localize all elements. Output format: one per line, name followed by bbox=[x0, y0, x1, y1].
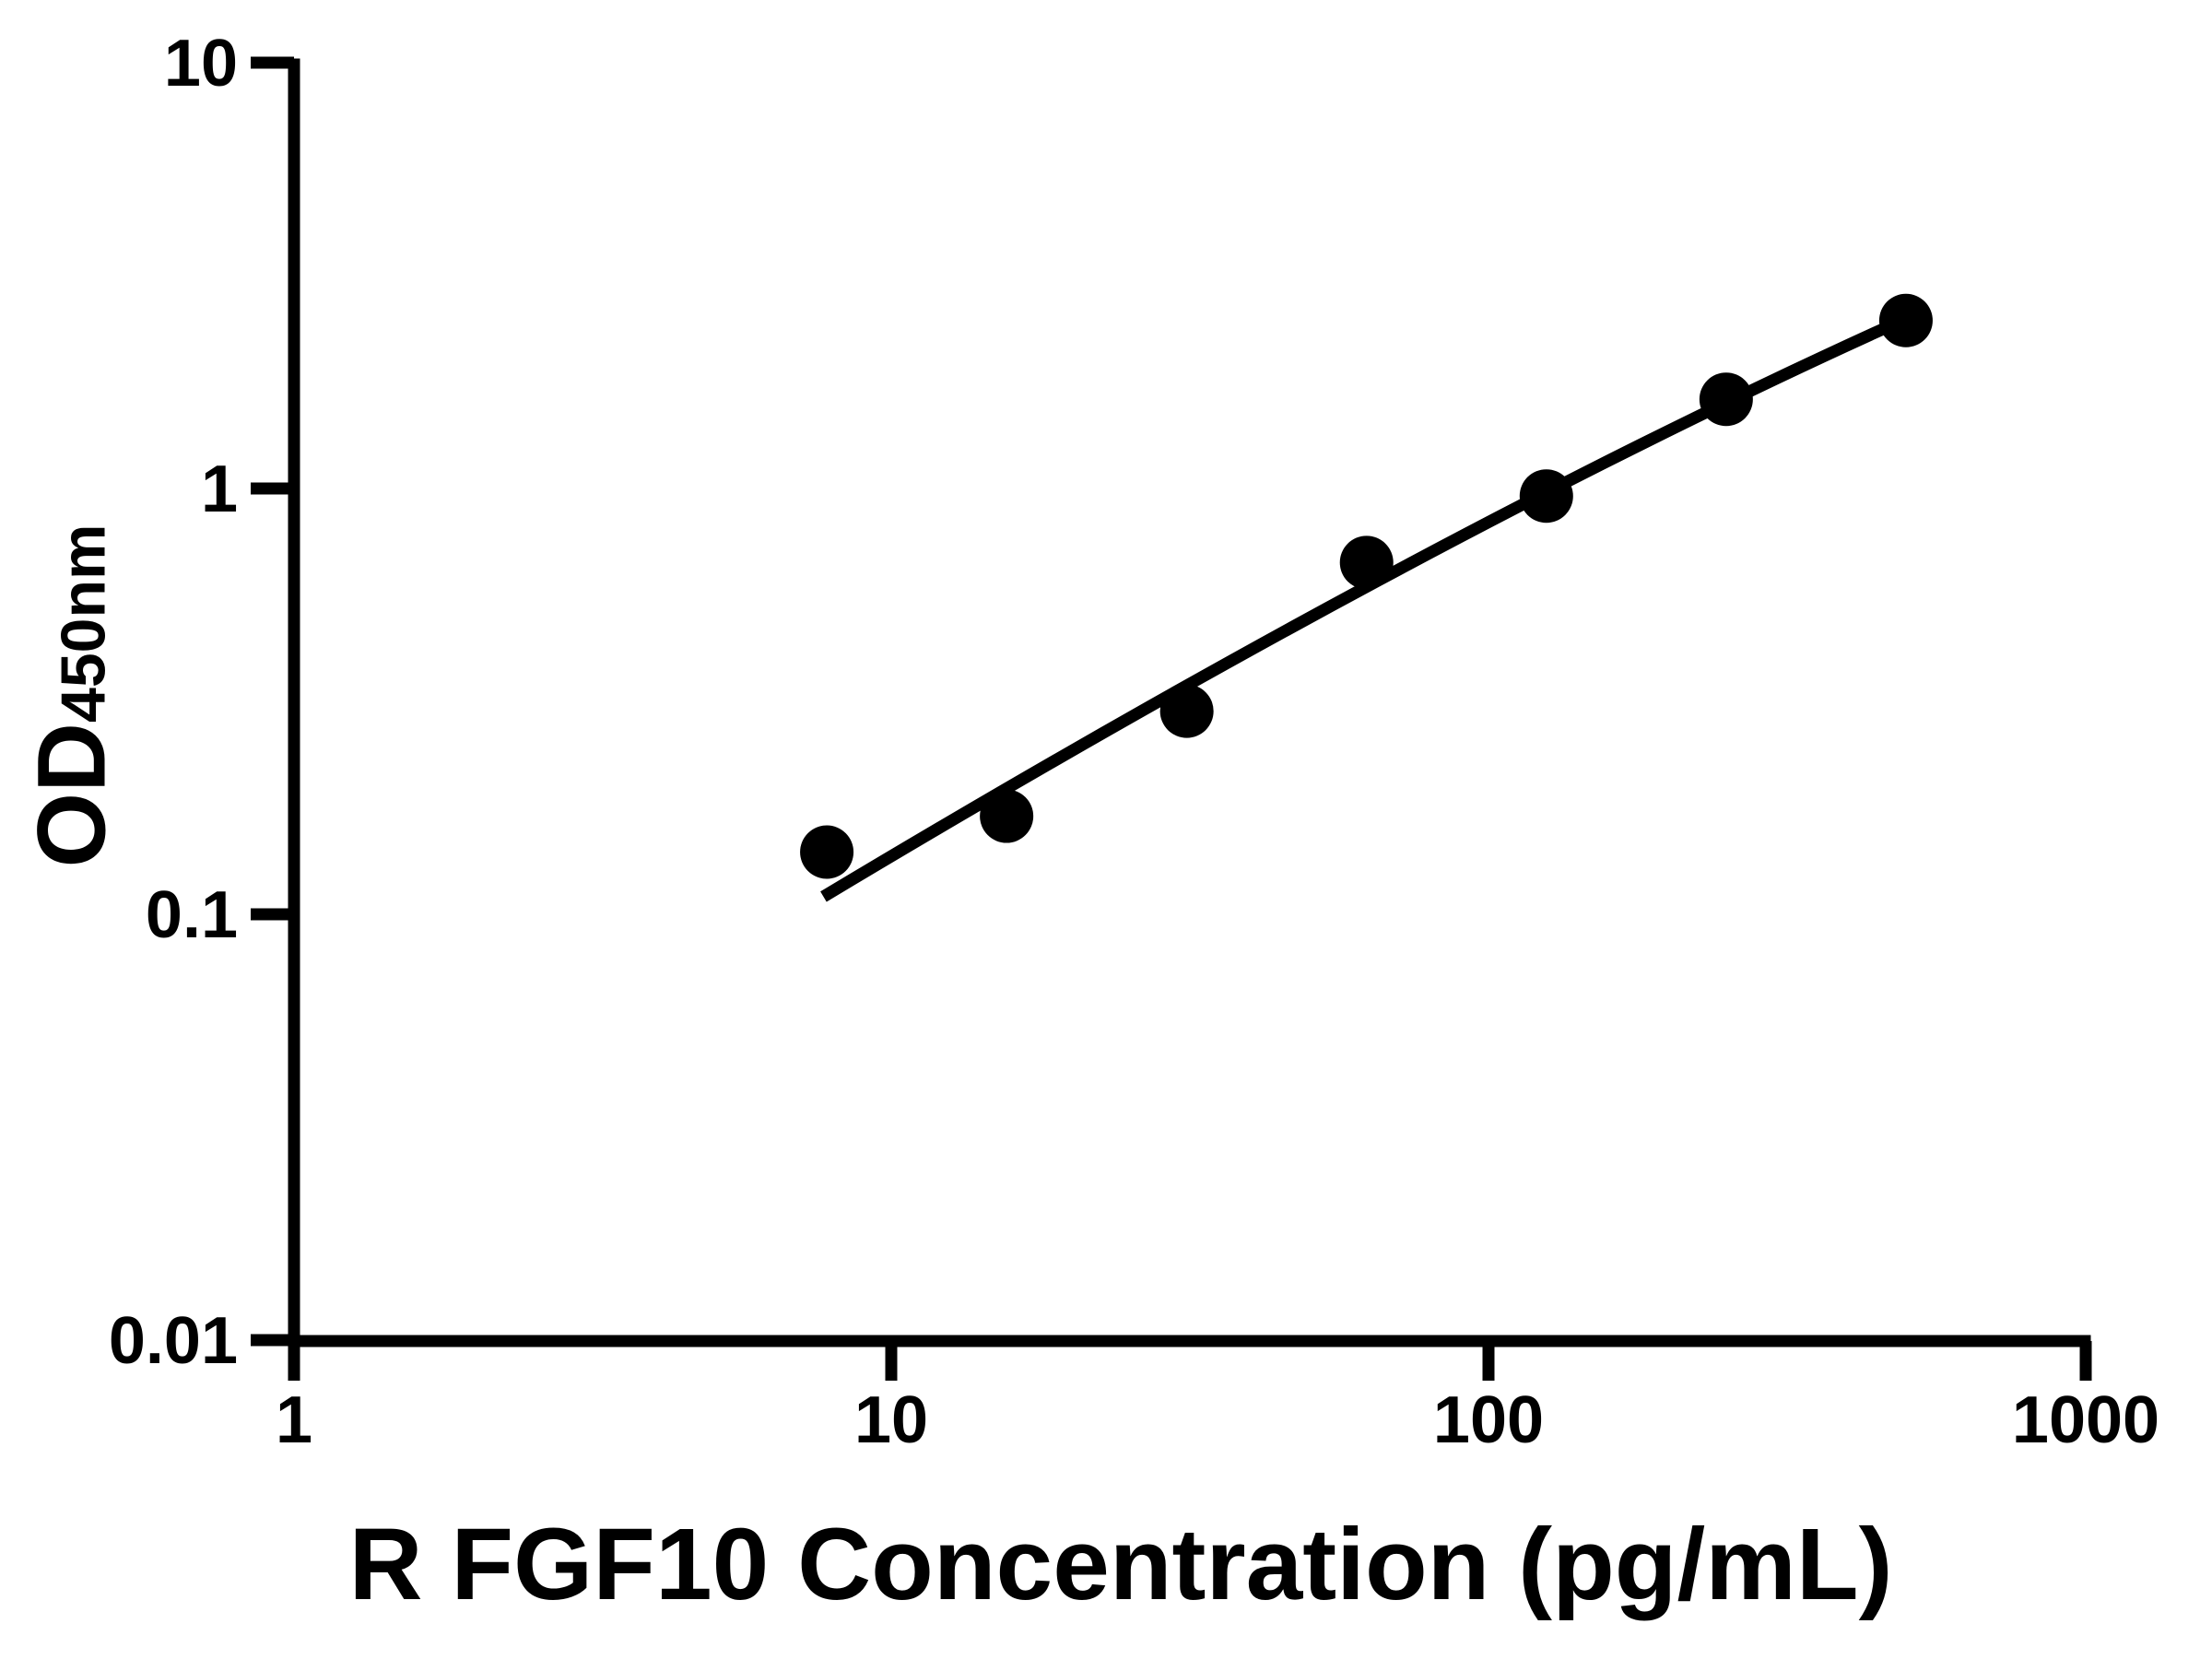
data-point bbox=[1699, 372, 1753, 427]
y-axis-title-main: OD bbox=[18, 722, 126, 868]
data-points bbox=[800, 293, 1933, 879]
x-tick-label: 1000 bbox=[2012, 1383, 2159, 1457]
data-point bbox=[800, 825, 854, 879]
x-tick-label: 10 bbox=[854, 1383, 928, 1457]
x-axis-title: R FGF10 Concentration (pg/mL) bbox=[349, 1508, 1893, 1621]
y-tick-label: 0.1 bbox=[146, 878, 238, 952]
y-ticks bbox=[251, 56, 294, 1347]
y-axis-title-sub: 450nm bbox=[48, 524, 119, 723]
y-tick-label: 0.01 bbox=[109, 1304, 238, 1378]
y-tick-labels: 10 1 0.1 0.01 bbox=[109, 27, 238, 1378]
y-tick-label: 10 bbox=[164, 27, 238, 100]
data-point bbox=[1519, 469, 1573, 524]
x-tick-label: 100 bbox=[1433, 1383, 1544, 1457]
y-axis-title: OD450nm bbox=[18, 524, 126, 868]
x-tick-labels: 1 10 100 1000 bbox=[276, 1383, 2159, 1457]
data-point bbox=[1159, 684, 1214, 738]
x-ticks bbox=[288, 1341, 2092, 1381]
data-point bbox=[980, 789, 1034, 843]
x-tick-label: 1 bbox=[276, 1383, 312, 1457]
data-point bbox=[1339, 535, 1394, 590]
y-tick-label: 1 bbox=[201, 453, 238, 526]
data-point bbox=[1878, 293, 1933, 347]
